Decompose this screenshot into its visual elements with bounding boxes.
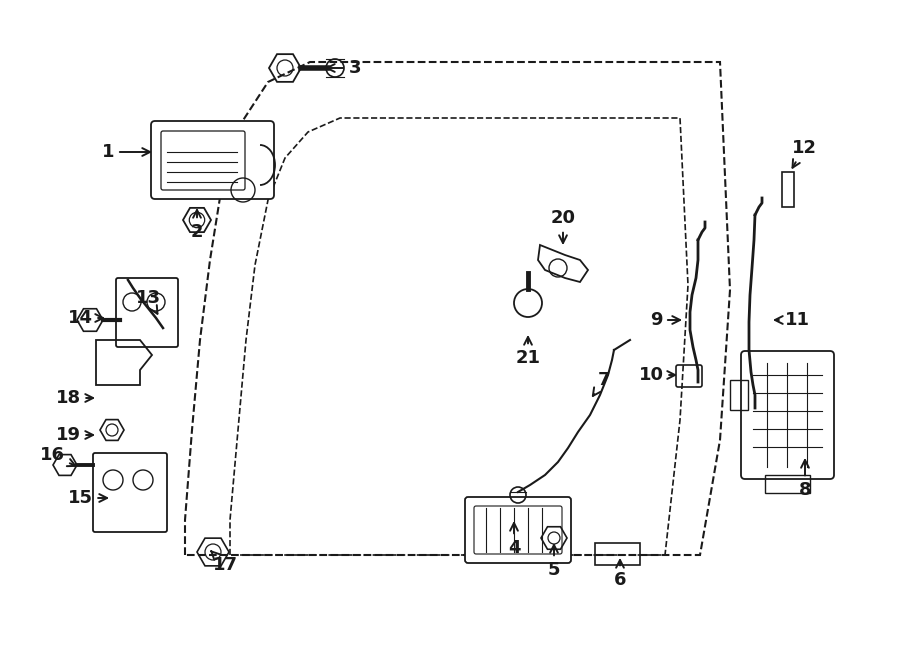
Text: 3: 3 [327,59,361,77]
Bar [595,543,640,565]
Text: 9: 9 [650,311,680,329]
FancyBboxPatch shape [741,351,834,479]
Text: 15: 15 [68,489,107,507]
Text: 14: 14 [68,309,103,327]
Text: 13: 13 [136,289,160,314]
Text: 7: 7 [593,371,610,396]
Bar [765,475,810,493]
Text: 10: 10 [638,366,675,384]
Text: 11: 11 [775,311,809,329]
FancyBboxPatch shape [93,453,167,532]
Text: 5: 5 [548,545,560,579]
FancyBboxPatch shape [161,131,245,190]
Text: 1: 1 [102,143,150,161]
Bar [782,172,794,207]
Text: 19: 19 [56,426,93,444]
FancyBboxPatch shape [116,278,178,347]
Text: 2: 2 [191,210,203,241]
Bar [730,380,748,410]
Text: 8: 8 [798,460,811,499]
Text: 21: 21 [516,337,541,367]
Text: 6: 6 [614,560,626,589]
Text: 17: 17 [211,551,238,574]
Text: 16: 16 [40,446,76,466]
Text: 12: 12 [791,139,816,168]
FancyBboxPatch shape [474,506,562,554]
Text: 20: 20 [551,209,575,243]
FancyBboxPatch shape [465,497,571,563]
FancyBboxPatch shape [151,121,274,199]
Text: 4: 4 [508,523,520,557]
Text: 18: 18 [56,389,93,407]
